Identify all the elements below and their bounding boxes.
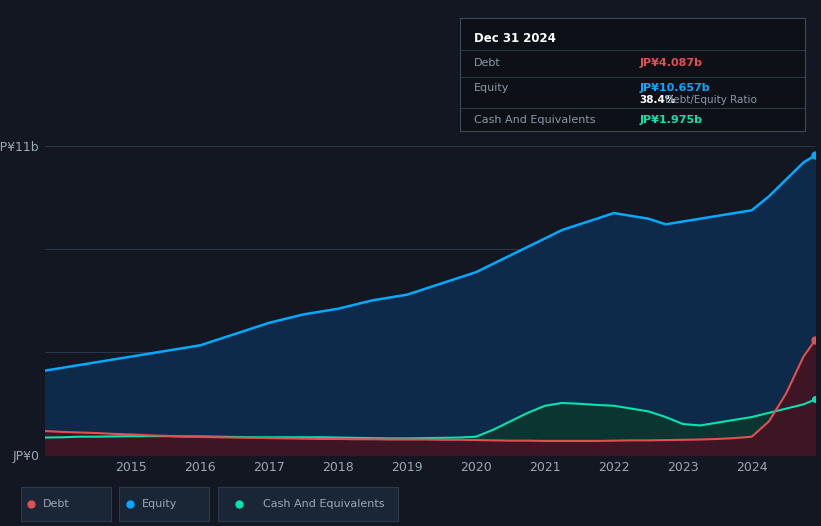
Text: Cash And Equivalents: Cash And Equivalents	[263, 499, 384, 509]
Text: JP¥4.087b: JP¥4.087b	[640, 58, 703, 68]
Text: Debt: Debt	[474, 58, 501, 68]
Text: Cash And Equivalents: Cash And Equivalents	[474, 115, 595, 125]
Text: Debt/Equity Ratio: Debt/Equity Ratio	[662, 96, 757, 106]
Text: JP¥1.975b: JP¥1.975b	[640, 115, 703, 125]
Text: Equity: Equity	[474, 83, 509, 93]
Text: Equity: Equity	[141, 499, 177, 509]
Text: Debt: Debt	[44, 499, 70, 509]
Text: JP¥10.657b: JP¥10.657b	[640, 83, 710, 93]
Text: 38.4%: 38.4%	[640, 96, 676, 106]
Text: Dec 31 2024: Dec 31 2024	[474, 32, 556, 45]
